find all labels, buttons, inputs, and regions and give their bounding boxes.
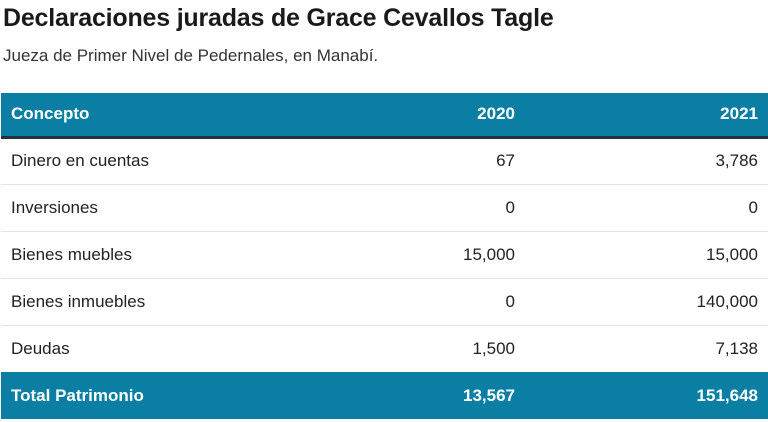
cell-2021: 15,000 (525, 231, 768, 279)
column-header-2021: 2021 (525, 93, 768, 139)
total-2021: 151,648 (696, 385, 758, 405)
table-row: Deudas 1,500 7,138 (1, 325, 768, 372)
cell-2021: 3,786 (525, 137, 768, 185)
row-label: Bienes inmuebles (1, 278, 329, 326)
total-label: Total Patrimonio (11, 385, 144, 405)
table-row: Inversiones 0 0 (1, 184, 768, 232)
row-label: Deudas (11, 338, 70, 358)
chart-title: Declaraciones juradas de Grace Cevallos … (3, 4, 554, 32)
total-2020: 13,567 (463, 385, 515, 405)
row-label: Dinero en cuentas (1, 137, 329, 185)
chart-subtitle: Jueza de Primer Nivel de Pedernales, en … (3, 46, 379, 65)
cell-2020: 67 (329, 137, 525, 185)
table-row: Dinero en cuentas 67 3,786 (1, 137, 768, 185)
table-header-row: Concepto 2020 2021 (1, 93, 768, 139)
cell-2021: 140,000 (525, 278, 768, 326)
cell-2020: 15,000 (329, 231, 525, 279)
column-header-2020: 2020 (329, 93, 525, 139)
column-header-concepto: Concepto (1, 93, 329, 139)
total-row: Total Patrimonio 13,567 151,648 (1, 372, 768, 419)
row-label: Bienes muebles (1, 231, 329, 279)
cell-2020: 1,500 (472, 338, 515, 358)
cell-2020: 0 (329, 278, 525, 326)
cell-2021: 7,138 (715, 338, 758, 358)
cell-2021: 0 (525, 184, 768, 232)
table-row: Bienes muebles 15,000 15,000 (1, 231, 768, 279)
table-row: Bienes inmuebles 0 140,000 (1, 278, 768, 326)
cell-2020: 0 (329, 184, 525, 232)
row-label: Inversiones (1, 184, 329, 232)
data-table: Concepto 2020 2021 Dinero en cuentas 67 … (1, 93, 768, 419)
